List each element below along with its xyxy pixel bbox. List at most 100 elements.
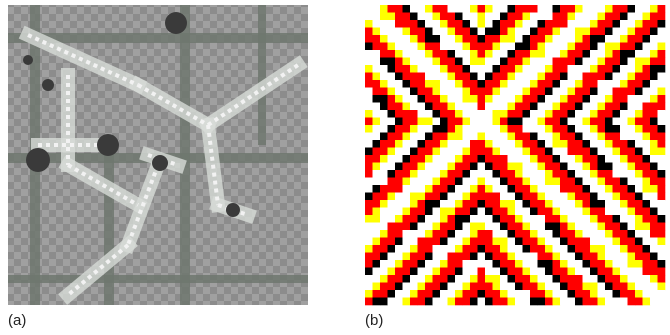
pixel: [613, 73, 621, 81]
pixel: [605, 185, 613, 193]
pixel: [493, 148, 501, 156]
pixel: [380, 88, 388, 96]
pixel: [448, 163, 456, 171]
pixel: [575, 200, 583, 208]
pixel: [388, 238, 396, 246]
pixel: [493, 110, 501, 118]
pixel: [403, 103, 411, 111]
pixel: [455, 20, 463, 28]
pixel: [583, 5, 591, 13]
pixel: [628, 125, 636, 133]
pixel: [425, 103, 433, 111]
pixel: [448, 193, 456, 201]
pixel: [605, 223, 613, 231]
pixel: [605, 260, 613, 268]
pixel: [373, 148, 381, 156]
pixel: [508, 238, 516, 246]
pixel: [433, 133, 441, 141]
pixel: [433, 275, 441, 283]
pixel: [590, 215, 598, 223]
pixel: [560, 253, 568, 261]
pixel: [658, 5, 666, 13]
pixel: [433, 155, 441, 163]
pixel: [628, 95, 636, 103]
pixel: [523, 283, 531, 291]
pixel: [463, 268, 471, 276]
pixel: [628, 155, 636, 163]
pixel: [380, 178, 388, 186]
pixel: [530, 178, 538, 186]
pixel: [583, 140, 591, 148]
pixel: [620, 118, 628, 126]
pixel: [478, 260, 486, 268]
pixel: [388, 73, 396, 81]
pixel: [500, 110, 508, 118]
pixel: [598, 208, 606, 216]
pixel: [485, 275, 493, 283]
pixel: [380, 245, 388, 253]
pixel: [433, 215, 441, 223]
pixel: [605, 35, 613, 43]
pixel: [365, 43, 373, 51]
pixel: [568, 110, 576, 118]
pixel: [485, 298, 493, 306]
pixel: [530, 163, 538, 171]
pixel: [418, 253, 426, 261]
pixel: [455, 178, 463, 186]
pixel: [455, 103, 463, 111]
pixel: [418, 215, 426, 223]
pixel: [425, 245, 433, 253]
pixel: [530, 185, 538, 193]
pixel: [395, 148, 403, 156]
pixel: [613, 80, 621, 88]
pixel: [388, 215, 396, 223]
pixel: [575, 238, 583, 246]
pixel: [455, 253, 463, 261]
pixel: [523, 58, 531, 66]
pixel: [410, 200, 418, 208]
pixel: [425, 170, 433, 178]
pixel: [425, 20, 433, 28]
pixel: [590, 50, 598, 58]
pixel: [530, 35, 538, 43]
pixel: [448, 238, 456, 246]
pixel: [553, 185, 561, 193]
pixel: [440, 283, 448, 291]
pixel: [455, 163, 463, 171]
pixel: [463, 283, 471, 291]
pixel: [560, 133, 568, 141]
pixel: [590, 110, 598, 118]
pixel: [530, 58, 538, 66]
pixel: [628, 238, 636, 246]
pixel: [643, 5, 651, 13]
pixel: [658, 208, 666, 216]
pixel: [553, 298, 561, 306]
pixel: [590, 133, 598, 141]
pixel: [395, 43, 403, 51]
pixel: [508, 65, 516, 73]
pixel: [598, 50, 606, 58]
pixel: [613, 245, 621, 253]
pixel: [553, 215, 561, 223]
pixel: [538, 268, 546, 276]
pixel: [448, 155, 456, 163]
pixel: [500, 230, 508, 238]
pixel: [530, 238, 538, 246]
pixel: [560, 208, 568, 216]
pixel: [515, 283, 523, 291]
pixel: [523, 200, 531, 208]
pixel: [523, 118, 531, 126]
pixel: [470, 20, 478, 28]
pixel: [553, 283, 561, 291]
pixel: [620, 148, 628, 156]
pixel: [635, 88, 643, 96]
pixel: [373, 253, 381, 261]
pixel: [658, 13, 666, 21]
pixel: [605, 50, 613, 58]
pixel: [365, 110, 373, 118]
pixel: [628, 185, 636, 193]
pixel: [388, 275, 396, 283]
pixel: [500, 118, 508, 126]
pixel: [568, 215, 576, 223]
pixel: [643, 148, 651, 156]
